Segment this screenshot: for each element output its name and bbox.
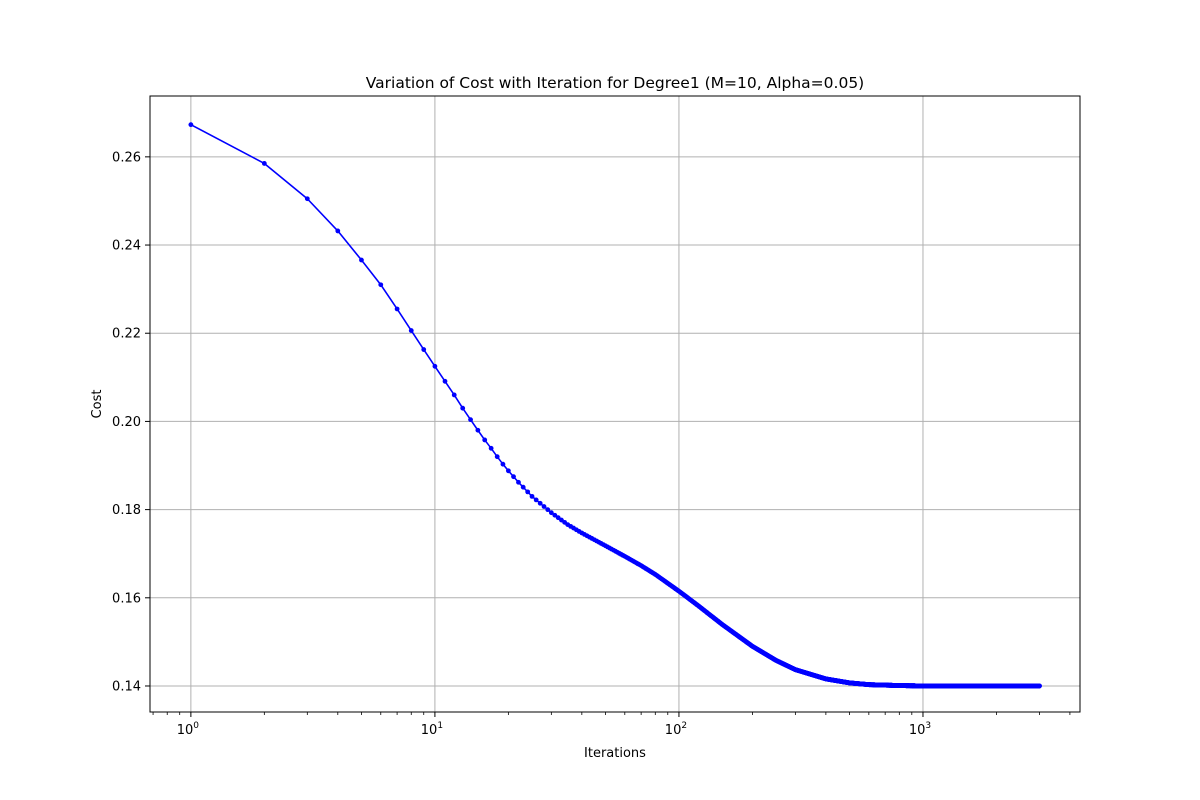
series-layer [188,122,1042,689]
data-point [304,196,310,202]
data-point [451,392,457,398]
y-tick-label: 0.26 [112,150,141,165]
data-point [188,122,194,128]
y-tick-label: 0.16 [112,591,141,606]
chart-title: Variation of Cost with Iteration for Deg… [366,74,864,92]
plot-frame [149,95,1081,713]
y-tick-label: 0.22 [112,327,141,342]
data-point [394,306,400,312]
x-tick-exponent: 1 [437,721,443,731]
x-tick-label: 102 [665,721,687,738]
data-point [511,474,516,480]
data-point [525,489,531,495]
data-point [1037,683,1042,689]
data-point [500,461,506,467]
data-point [545,507,551,513]
x-tick-base: 10 [665,723,682,738]
data-point [548,510,554,516]
grid [150,96,1080,712]
y-tick-label: 0.14 [112,679,141,694]
data-point [475,427,481,433]
x-tick-base: 10 [909,723,926,738]
data-point [378,282,384,288]
x-axis-label: Iterations [584,746,646,761]
data-point [488,445,494,451]
data-point [335,228,341,234]
data-point [408,328,414,333]
y-axis-label: Cost [90,390,105,419]
data-point [533,497,539,503]
x-tick-base: 10 [421,723,438,738]
data-point [541,504,547,509]
x-tick-exponent: 3 [925,721,931,731]
data-point [537,500,543,506]
data-point [432,363,438,369]
y-tick-label: 0.18 [112,503,141,518]
data-point [261,161,267,166]
data-point [505,468,511,474]
x-tick-label: 100 [177,721,200,738]
data-point [529,493,535,499]
data-point [421,347,427,352]
series-markers [188,122,1042,689]
data-point [520,484,526,490]
x-tick-exponent: 0 [193,721,199,731]
data-point [516,479,521,485]
data-point [482,437,488,443]
x-tick-base: 10 [177,723,194,738]
data-point [460,405,466,411]
x-tick-label: 103 [909,721,931,738]
y-tick-label: 0.20 [112,415,141,430]
data-point [494,454,500,460]
x-tick-exponent: 2 [681,721,687,731]
x-tick-label: 101 [421,721,443,738]
data-point [552,512,558,518]
data-point [442,378,448,384]
data-point [359,257,364,263]
data-point [468,417,473,423]
y-tick-label: 0.24 [112,239,141,254]
